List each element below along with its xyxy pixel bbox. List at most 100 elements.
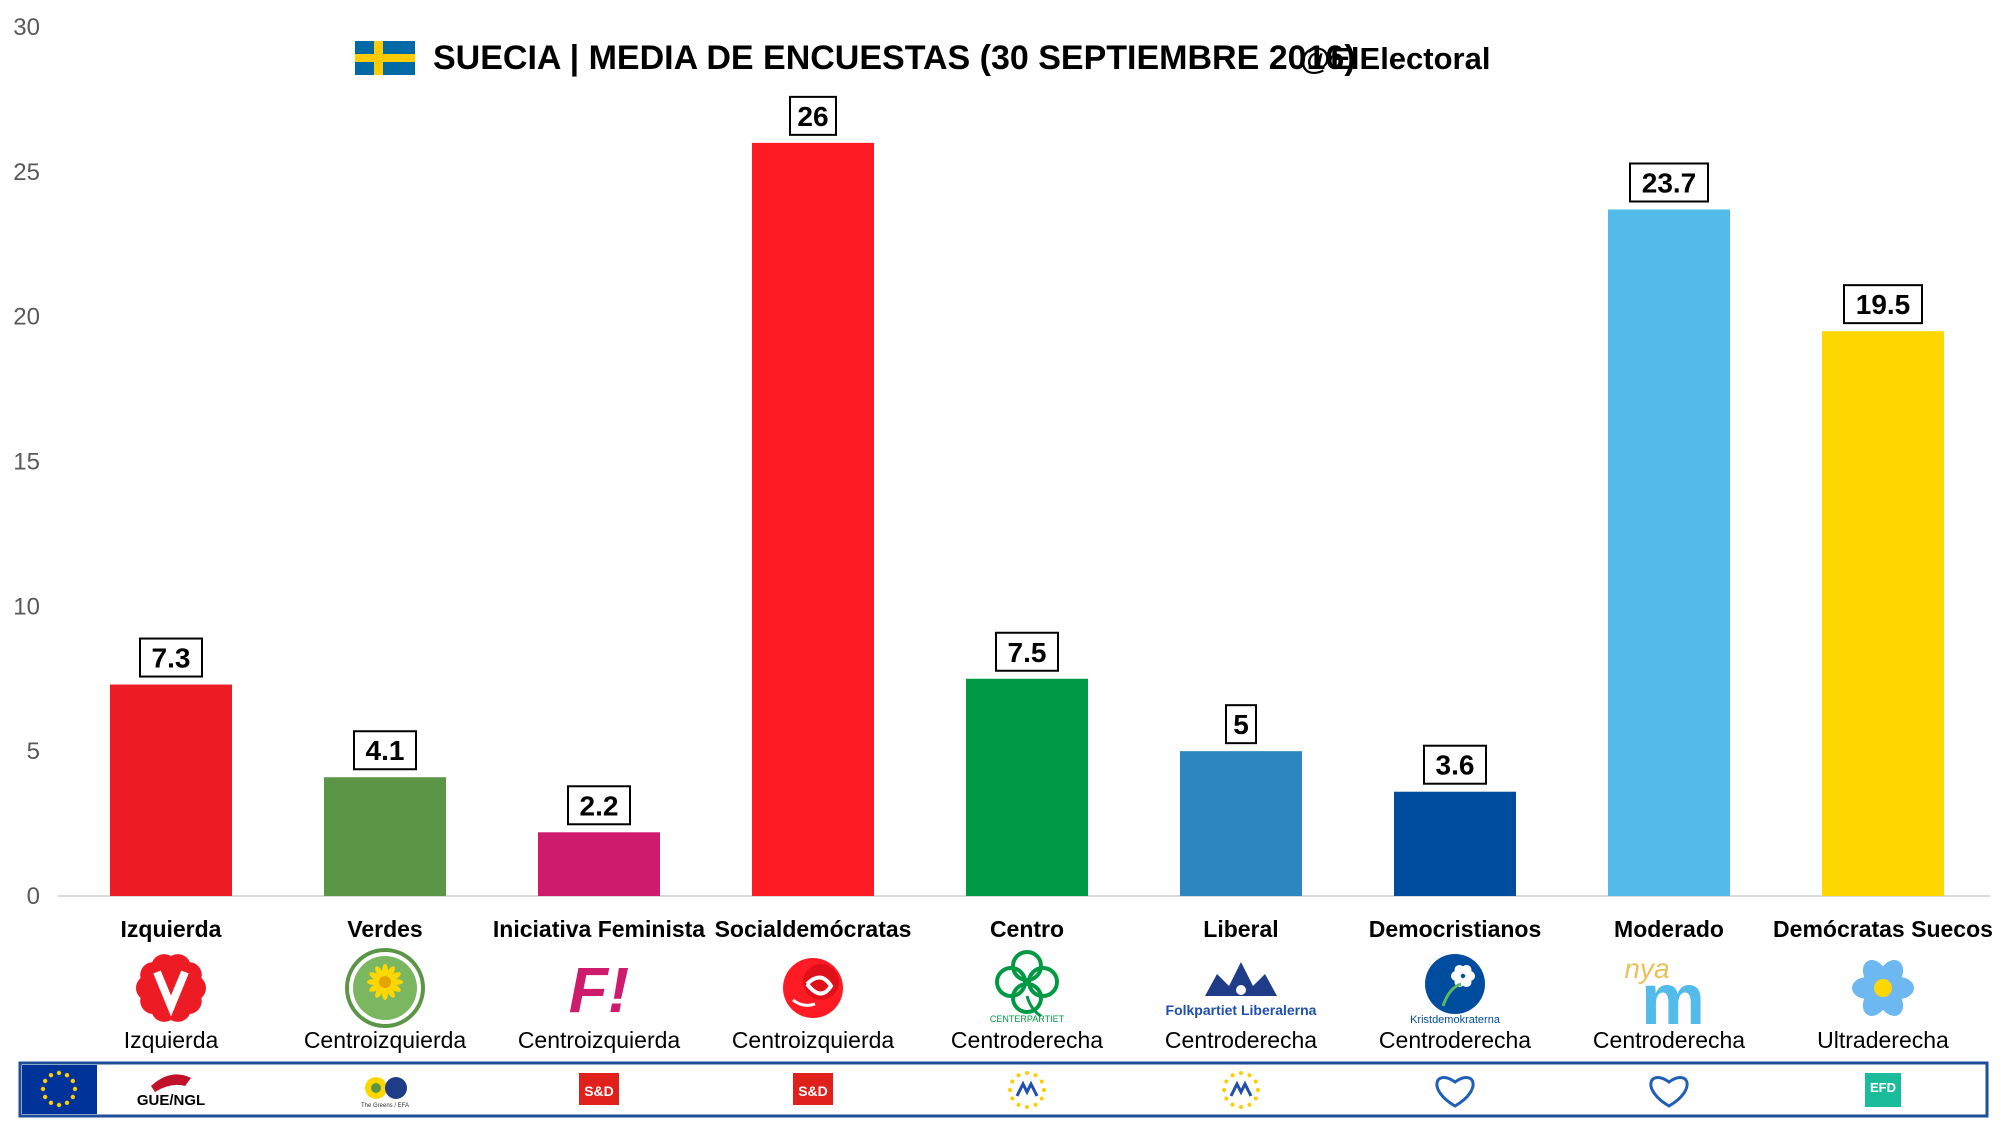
clover-logo-icon: CENTERPARTIET [990, 950, 1065, 1024]
svg-text:nya: nya [1624, 953, 1669, 984]
mp-sunflower-logo-icon [345, 948, 425, 1028]
chart-title: SUECIA | MEDIA DE ENCUESTAS (30 SEPTIEMB… [433, 39, 1356, 77]
data-label-text: 7.5 [1008, 637, 1047, 668]
data-label-text: 26 [797, 101, 828, 132]
eu-group-alde-icon [1222, 1071, 1260, 1109]
chart-handle: @ElElectoral [1300, 41, 1490, 76]
y-tick-label: 25 [13, 159, 40, 186]
sd-anemone-logo-icon [1852, 960, 1914, 1016]
eu-group-epp-icon [1649, 1076, 1689, 1108]
x-tick-label: Democristianos [1369, 916, 1542, 942]
ideology-label: Centroizquierda [518, 1027, 681, 1053]
data-label-box [789, 95, 837, 136]
y-axis: 0 5 10 15 20 25 30 [13, 14, 40, 910]
data-label-box [139, 637, 203, 678]
data-label-text: 23.7 [1642, 167, 1697, 198]
bar [752, 142, 874, 896]
data-label-box [1423, 744, 1487, 785]
ideology-label: Centroizquierda [732, 1027, 895, 1053]
bars-group [110, 142, 1944, 897]
sweden-flag-icon [355, 41, 415, 75]
svg-text:The Greens / EFA: The Greens / EFA [361, 1103, 409, 1109]
x-tick-label: Centro [990, 916, 1064, 942]
svg-text:F!: F! [569, 954, 629, 1026]
eu-group-alde-icon [1008, 1071, 1046, 1109]
ideology-label: Centroderecha [1165, 1027, 1317, 1053]
ideology-labels-group: Izquierda Centroizquierda Centroizquierda C… [124, 1027, 1949, 1053]
eu-group-s-d-icon: S&D [793, 1073, 833, 1105]
data-label: 7.5 [995, 631, 1059, 672]
x-tick-label: Socialdemócratas [715, 916, 912, 942]
data-label-box [567, 785, 631, 826]
data-label: 2.2 [567, 785, 631, 826]
svg-text:m: m [1641, 960, 1705, 1040]
ideology-label: Izquierda [124, 1027, 219, 1053]
data-label: 3.6 [1423, 744, 1487, 785]
data-label: 5 [1225, 704, 1257, 745]
y-tick-label: 30 [13, 14, 40, 41]
sap-rose-logo-icon [783, 958, 843, 1018]
svg-text:GUE/NGL: GUE/NGL [137, 1092, 205, 1109]
data-label: 4.1 [353, 730, 417, 771]
eu-group-s-d-icon: S&D [579, 1073, 619, 1105]
data-label-text: 2.2 [580, 790, 619, 821]
ideology-label: Ultraderecha [1817, 1027, 1949, 1053]
ideology-label: Centroderecha [1379, 1027, 1531, 1053]
eu-group-gue-ngl-icon: GUE/NGL [137, 1074, 205, 1109]
y-tick-label: 0 [27, 883, 40, 910]
eu-group-strip [18, 1061, 1989, 1118]
bar [538, 832, 660, 896]
bar [1394, 791, 1516, 896]
data-label: 26 [789, 95, 837, 136]
data-label-box [1843, 284, 1923, 325]
x-tick-label: Liberal [1203, 916, 1278, 942]
svg-text:S&D: S&D [584, 1083, 614, 1099]
y-tick-label: 10 [13, 593, 40, 620]
ideology-label: Centroderecha [1593, 1027, 1745, 1053]
svg-text:EFD: EFD [1870, 1080, 1896, 1095]
data-label-text: 19.5 [1856, 289, 1911, 320]
fi-logo-icon: F! [569, 954, 629, 1026]
svg-text:Kristdemokraterna: Kristdemokraterna [1410, 1014, 1501, 1026]
eu-group-efd-icon: EFD [1865, 1073, 1901, 1107]
data-label: 19.5 [1843, 284, 1923, 325]
x-tick-label: Izquierda [121, 916, 222, 942]
eu-group-the-greens-efa-icon: The Greens / EFA [361, 1077, 409, 1109]
data-label: 7.3 [139, 637, 203, 678]
bar [966, 678, 1088, 896]
value-labels-group: 7.3 4.1 2.2 26 7.5 5 3.6 23.7 19.5 [139, 95, 1923, 826]
data-label-text: 4.1 [366, 735, 405, 766]
data-label-box [995, 631, 1059, 672]
data-label: 23.7 [1629, 162, 1709, 203]
eu-flag-icon [22, 1065, 97, 1114]
bar [110, 684, 232, 896]
ideology-label: Centroderecha [951, 1027, 1103, 1053]
data-label-box [353, 730, 417, 771]
bar [1822, 331, 1944, 896]
y-tick-label: 20 [13, 304, 40, 331]
y-tick-label: 15 [13, 449, 40, 476]
liberal-star-logo-icon: Folkpartiet Liberalerna [1166, 962, 1317, 1018]
data-label-box [1225, 704, 1257, 745]
kd-anemone-logo-icon: Kristdemokraterna [1410, 954, 1501, 1026]
svg-text:CENTERPARTIET: CENTERPARTIET [990, 1014, 1065, 1024]
x-tick-label: Moderado [1614, 916, 1724, 942]
party-logos-group: F! CENTERPARTIET Folkpartiet Liberalerna Kr… [136, 948, 1914, 1040]
svg-text:S&D: S&D [798, 1083, 828, 1099]
x-tick-label: Demócratas Suecos [1773, 916, 1993, 942]
svg-text:Folkpartiet Liberalerna: Folkpartiet Liberalerna [1166, 1002, 1317, 1018]
eu-group-logos: GUE/NGL The Greens / EFA S&D S&D EFD [137, 1071, 1901, 1109]
category-labels-group: Izquierda Verdes Iniciativa Feminista Socia… [121, 916, 1993, 942]
v-party-logo-icon [136, 954, 206, 1022]
bar [1180, 751, 1302, 896]
data-label-box [1629, 162, 1709, 203]
bar [324, 777, 446, 896]
x-tick-label: Verdes [347, 916, 422, 942]
eu-group-epp-icon [1435, 1076, 1475, 1108]
data-label-text: 5 [1233, 709, 1249, 740]
bar [1608, 209, 1730, 897]
x-tick-label: Iniciativa Feminista [493, 916, 705, 942]
